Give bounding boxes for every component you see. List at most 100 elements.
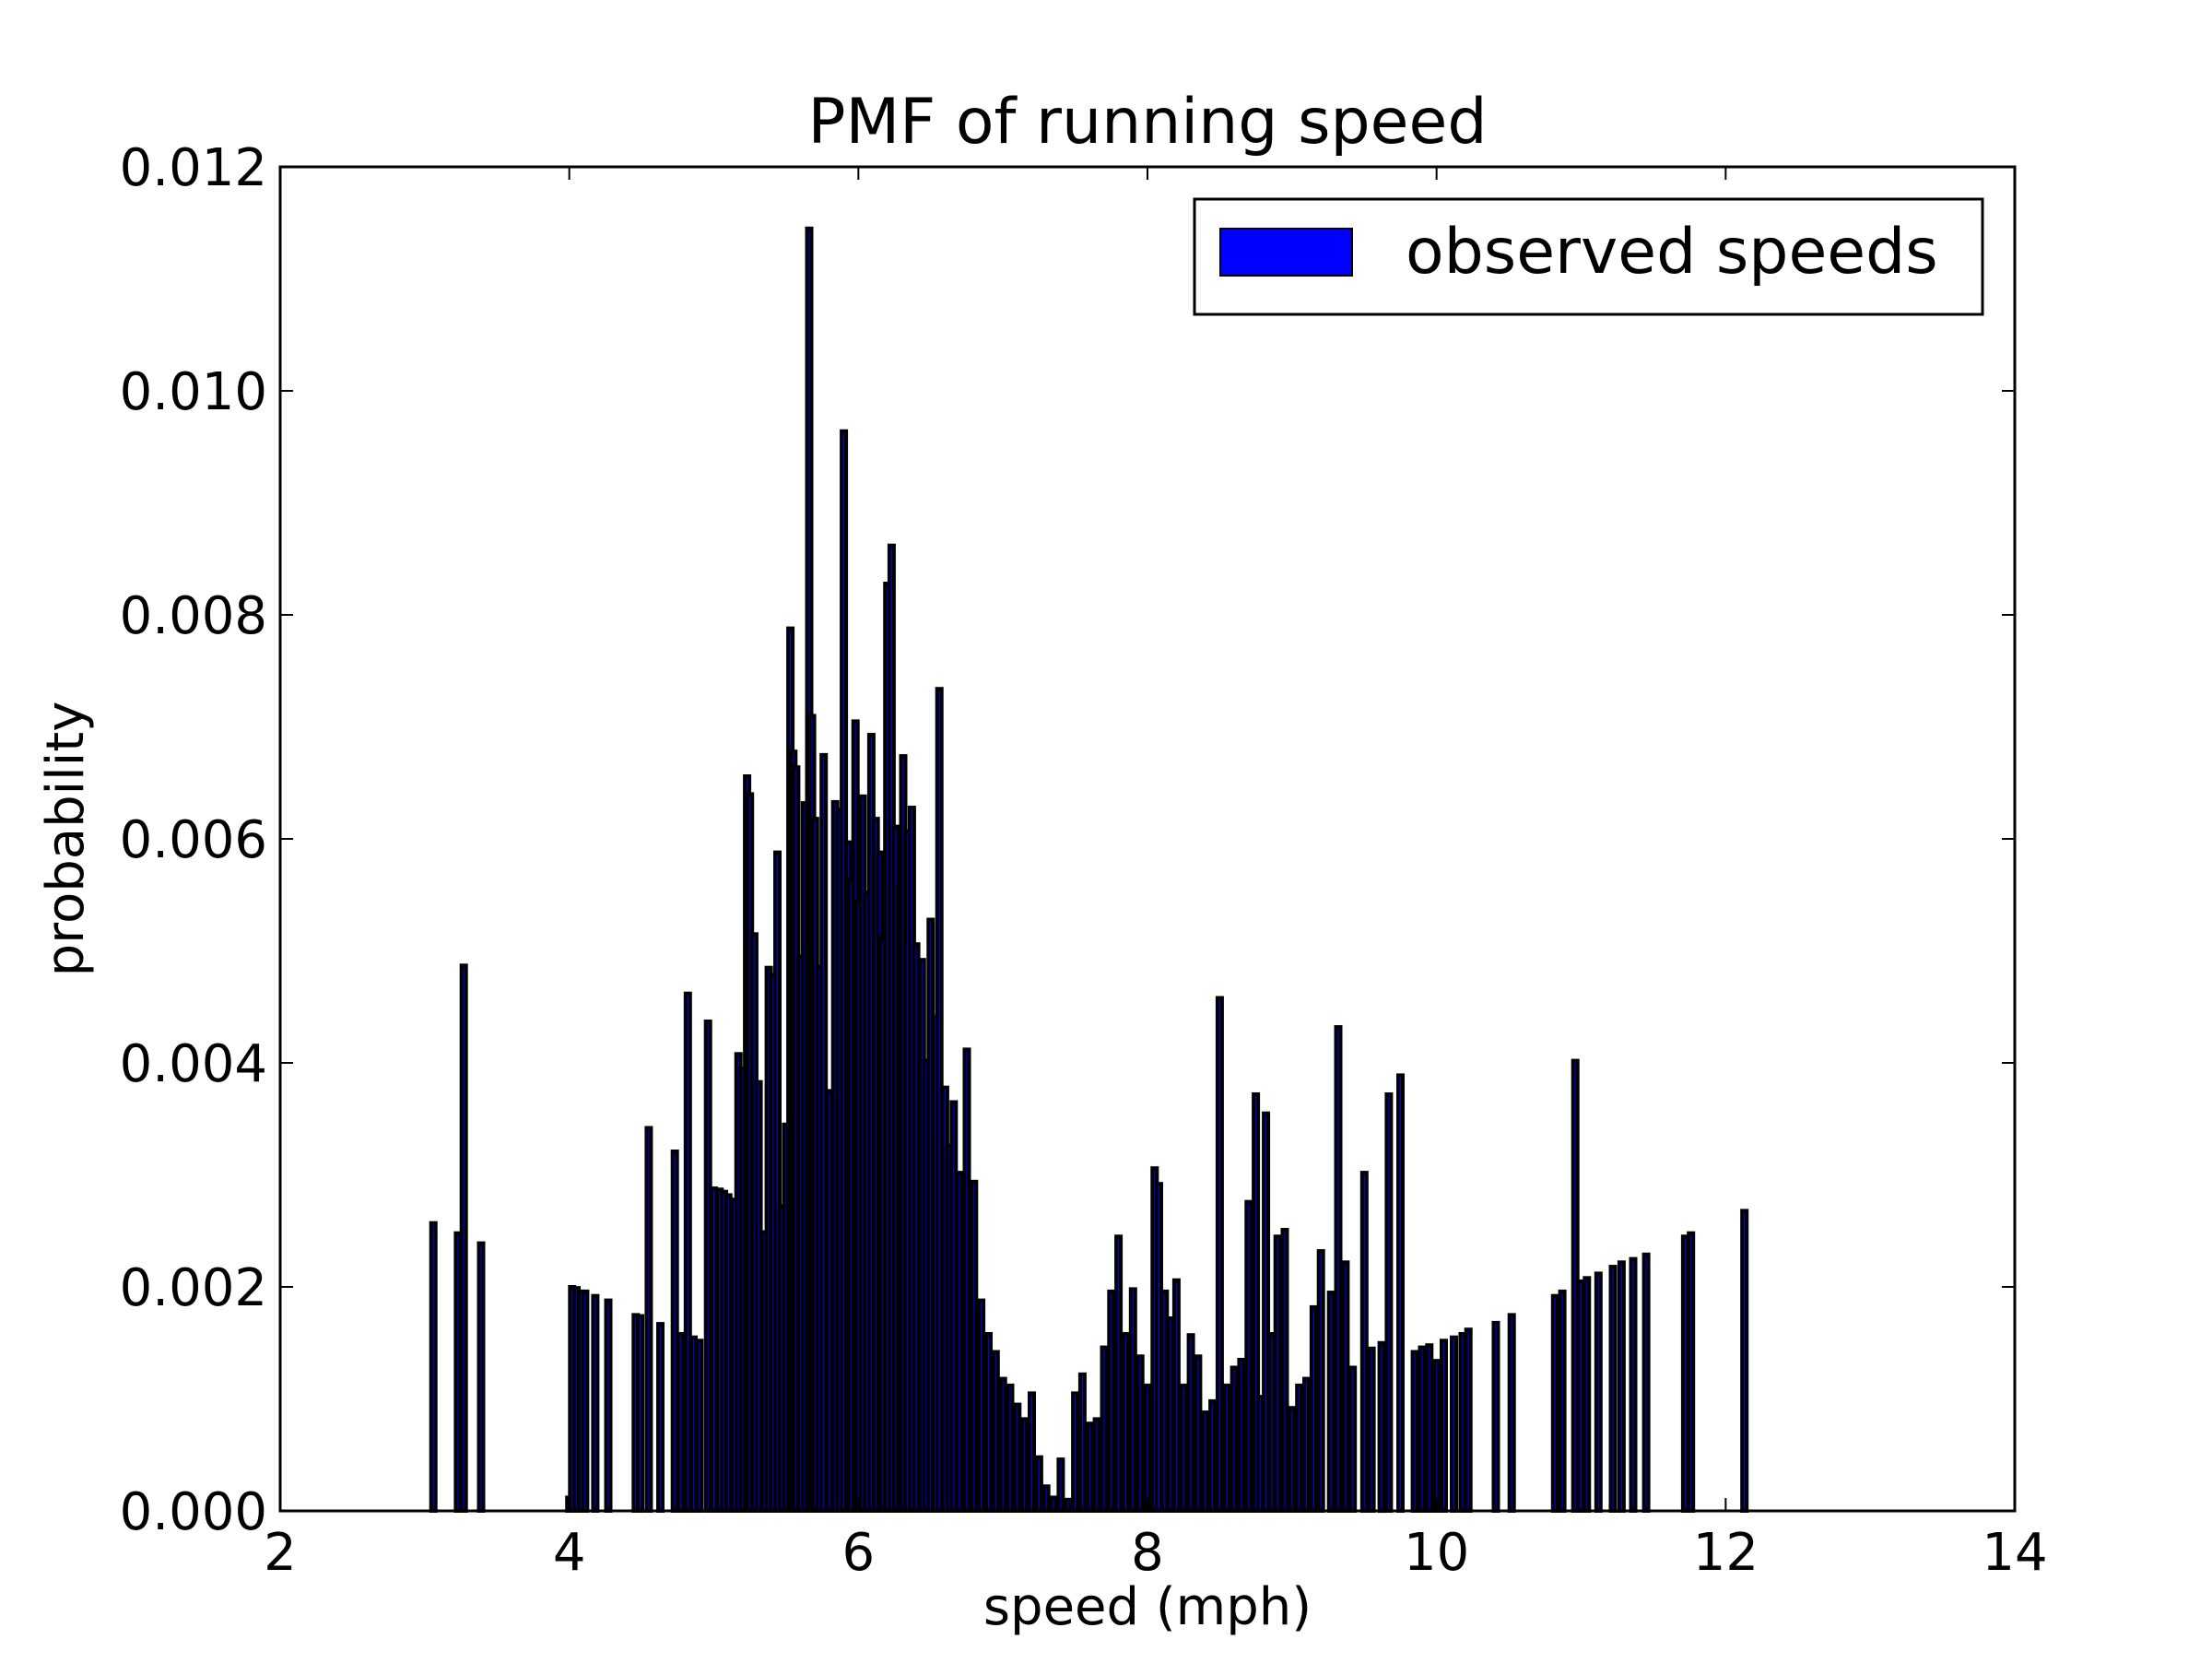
x-tick-label: 14 (1982, 1523, 2047, 1583)
bar (604, 1298, 613, 1513)
x-tick-label: 4 (553, 1523, 586, 1583)
bar (977, 1298, 986, 1513)
bar (1359, 1171, 1369, 1513)
bar (1316, 1249, 1325, 1513)
bar (1237, 1358, 1246, 1513)
y-tick-label: 0.010 (120, 362, 267, 422)
bar (1135, 1354, 1145, 1514)
bar (1280, 1228, 1289, 1513)
bar (656, 1322, 665, 1513)
bar (1179, 1383, 1188, 1514)
bar (1458, 1332, 1467, 1513)
bar (1641, 1252, 1651, 1514)
bar (1594, 1271, 1603, 1514)
bar (1267, 1332, 1277, 1513)
bar (1550, 1293, 1559, 1513)
bar (1432, 1359, 1441, 1513)
bar (477, 1241, 486, 1513)
bar (1491, 1320, 1500, 1514)
bar (1041, 1484, 1051, 1514)
bar (1450, 1335, 1458, 1513)
chart-title: PMF of running speed (807, 86, 1487, 159)
y-tick-label: 0.002 (120, 1258, 267, 1318)
bar (1056, 1457, 1065, 1513)
legend-label: observed speeds (1406, 216, 1938, 289)
bar (1302, 1376, 1311, 1513)
bar (1201, 1410, 1210, 1513)
bar (1194, 1354, 1203, 1514)
bar (1155, 1182, 1163, 1513)
bar (1425, 1343, 1434, 1513)
bar (1571, 1058, 1580, 1513)
bar (636, 1314, 644, 1513)
y-tick-label: 0.012 (120, 138, 267, 198)
bar (1143, 1383, 1152, 1514)
bar (1309, 1304, 1318, 1514)
bar (1230, 1365, 1239, 1513)
bar (1617, 1260, 1626, 1514)
bar (1384, 1092, 1394, 1513)
bar (1166, 1316, 1175, 1513)
bar (689, 1335, 698, 1513)
bar (1020, 1417, 1030, 1514)
bar (1507, 1313, 1516, 1514)
bar (819, 752, 829, 1513)
bar (1171, 1278, 1181, 1513)
bar (1006, 1383, 1015, 1514)
bar (1092, 1417, 1101, 1514)
bar (1160, 1289, 1170, 1514)
x-axis-label: speed (mph) (983, 1577, 1312, 1637)
bar (1186, 1333, 1195, 1513)
bar (1122, 1332, 1130, 1513)
bar (1071, 1391, 1080, 1514)
tick-labels-group: 2 4 6 8 10 12 14 0.000 0.002 0.004 0.006 0.008 0.010… (120, 138, 2048, 1583)
y-tick-label: 0.000 (120, 1482, 267, 1542)
y-axis-label: probability (36, 702, 96, 977)
bar (1464, 1327, 1473, 1513)
bar (970, 1179, 979, 1514)
x-tick-label: 6 (842, 1523, 876, 1583)
bar (1680, 1234, 1689, 1514)
bar (1049, 1495, 1058, 1514)
bar (1583, 1276, 1592, 1514)
bar (676, 1332, 685, 1513)
bar (453, 1231, 463, 1513)
bar (1288, 1406, 1297, 1513)
y-tick-label: 0.008 (120, 586, 267, 646)
legend: observed speeds (1193, 197, 1984, 316)
bar (1334, 1025, 1343, 1513)
bar (1740, 1209, 1749, 1514)
y-tick-label: 0.006 (120, 810, 267, 870)
bar (1577, 1279, 1585, 1514)
x-tick-label: 2 (264, 1523, 297, 1583)
bar (962, 1047, 971, 1514)
bar (1114, 1234, 1124, 1514)
bar (1244, 1199, 1253, 1513)
bar (695, 1339, 704, 1514)
bar (429, 1221, 438, 1513)
bar (1341, 1260, 1350, 1514)
bar (703, 1020, 712, 1513)
bar (1222, 1383, 1231, 1514)
bar (1377, 1340, 1386, 1514)
bar (1348, 1365, 1358, 1513)
bar (1085, 1421, 1094, 1513)
bar (1262, 1111, 1271, 1513)
bar (1418, 1345, 1427, 1513)
bar (1396, 1073, 1405, 1514)
y-tick-label: 0.004 (120, 1034, 267, 1094)
bar (644, 1126, 653, 1513)
bar (1215, 996, 1224, 1513)
bar (459, 963, 468, 1514)
bar (1629, 1256, 1638, 1513)
bar (754, 1079, 763, 1513)
bar (724, 1193, 733, 1514)
bar (991, 1350, 1000, 1513)
bar (1367, 1346, 1376, 1514)
bar (1295, 1383, 1304, 1514)
bar (1013, 1402, 1022, 1513)
x-tick-label: 10 (1404, 1523, 1469, 1583)
bar (1687, 1231, 1696, 1513)
bar (1608, 1265, 1618, 1513)
